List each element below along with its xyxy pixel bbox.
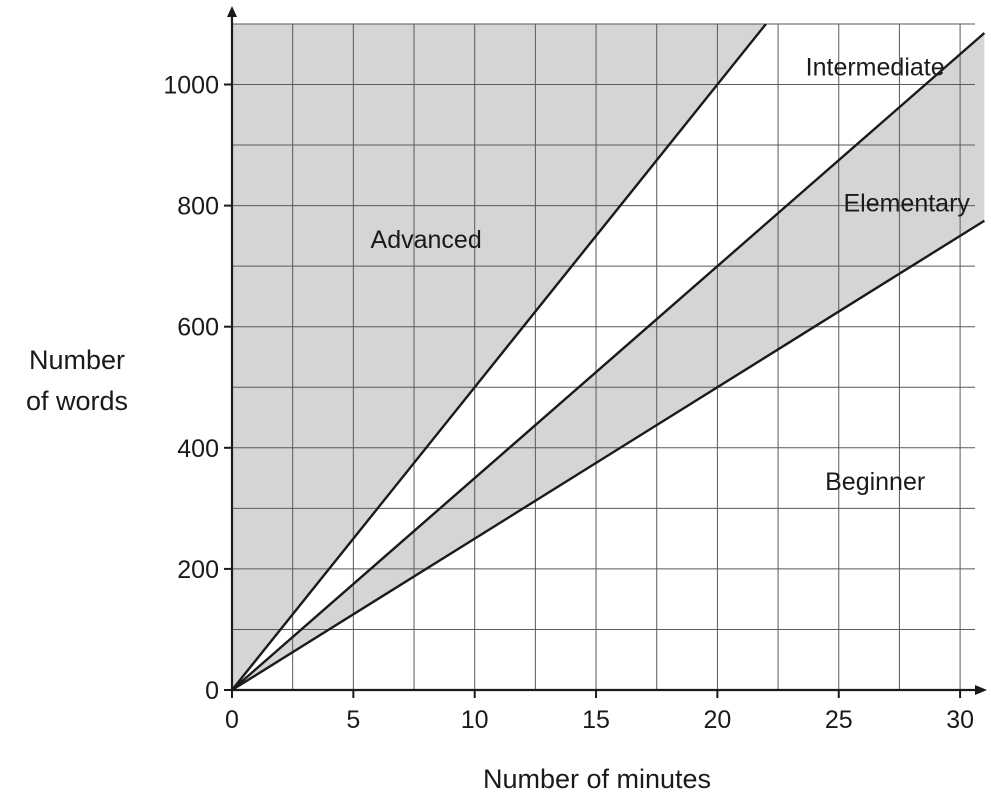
x-tick-label: 25 <box>825 706 853 734</box>
y-tick-label: 1000 <box>163 72 219 100</box>
x-axis-arrow <box>975 685 987 695</box>
y-tick-label: 0 <box>205 677 219 705</box>
region-label-advanced: Advanced <box>371 226 482 254</box>
x-tick-label: 0 <box>225 706 239 734</box>
region-label-intermediate: Intermediate <box>806 53 945 81</box>
x-axis-label: Number of minutes <box>483 764 711 794</box>
tick-labels: 0 5 10 15 20 25 30 0 200 400 600 800 1000 <box>163 72 974 735</box>
region-label-elementary: Elementary <box>843 190 970 218</box>
y-tick-label: 400 <box>177 435 219 463</box>
x-tick-label: 15 <box>582 706 610 734</box>
y-tick-label: 800 <box>177 193 219 221</box>
y-tick-label: 600 <box>177 314 219 342</box>
y-axis-arrow <box>227 6 237 17</box>
y-axis-label-line-1: Number <box>29 345 125 375</box>
grid-lines <box>232 23 975 690</box>
x-tick-label: 20 <box>703 706 731 734</box>
axes <box>227 6 987 695</box>
intermediate-elementary-boundary <box>231 32 986 691</box>
boundary-lines <box>231 23 986 692</box>
region-label-beginner: Beginner <box>825 468 925 496</box>
y-axis-label-line-2: of words <box>26 386 128 416</box>
region-labels: Advanced Intermediate Elementary Beginner <box>371 53 971 496</box>
x-tick-label: 5 <box>346 706 360 734</box>
elementary-beginner-boundary <box>231 219 986 692</box>
x-tick-label: 30 <box>946 706 974 734</box>
x-tick-label: 10 <box>461 706 489 734</box>
advanced-intermediate-boundary <box>231 23 767 691</box>
y-tick-label: 200 <box>177 556 219 584</box>
